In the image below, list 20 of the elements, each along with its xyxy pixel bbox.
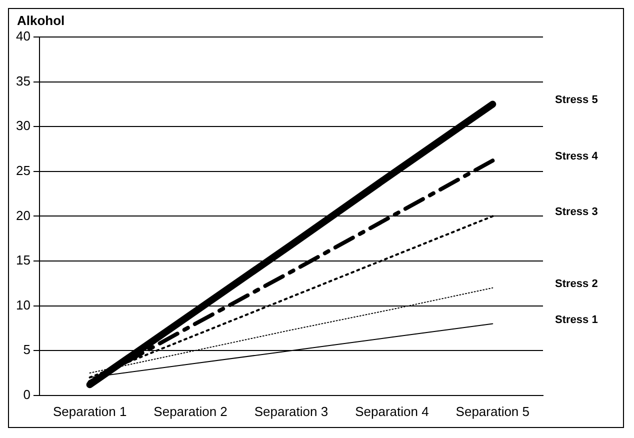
x-tick-label: Separation 3 [254, 404, 328, 419]
x-tick-label: Separation 2 [154, 404, 228, 419]
text: Stress 3 [555, 206, 598, 218]
text: Stress 4 [555, 150, 599, 163]
y-tick-label: 10 [16, 297, 30, 312]
y-tick-label: 20 [16, 208, 30, 223]
x-tick-label: Separation 5 [456, 404, 530, 419]
y-tick-label: 40 [16, 28, 30, 44]
text: Stress 2 [555, 278, 598, 290]
y-tick-label: 5 [23, 342, 30, 358]
text: Stress 1 [555, 314, 598, 326]
y-tick-label: 30 [16, 118, 30, 134]
x-tick-label: Separation 1 [52, 404, 127, 419]
y-tick-label: 0 [23, 386, 30, 402]
y-axis-title: Alkohol [17, 13, 65, 28]
y-tick-label: 15 [16, 252, 30, 268]
text: Stress 5 [555, 94, 598, 106]
y-tick-label: 25 [16, 162, 30, 178]
y-tick-label: 35 [16, 73, 30, 88]
x-tick-label: Separation 4 [355, 404, 429, 419]
